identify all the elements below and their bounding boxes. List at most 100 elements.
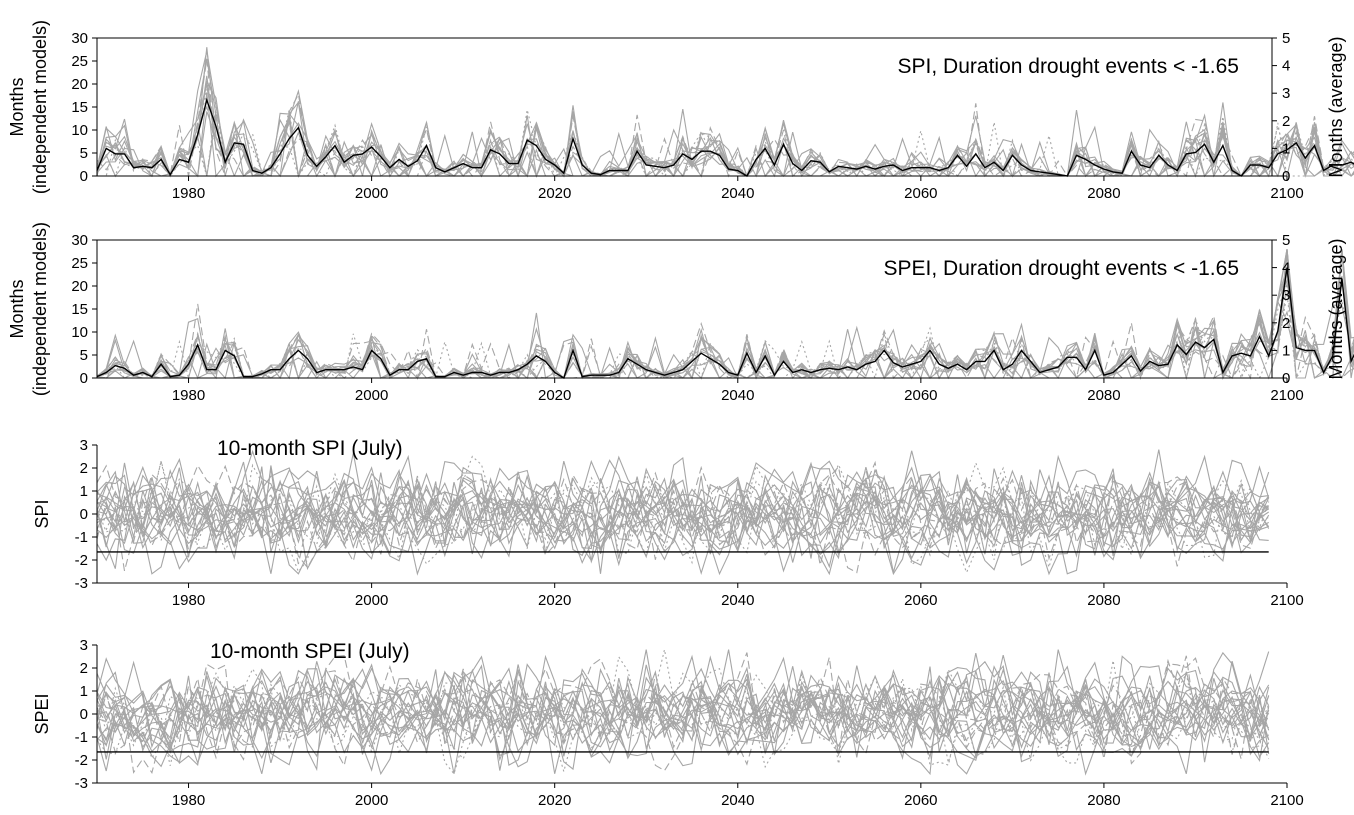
model-line bbox=[96, 469, 1270, 576]
model-line bbox=[96, 667, 1270, 762]
model-line bbox=[96, 664, 1270, 774]
y-ticks-left: 0 5 10 15 20 25 30 bbox=[71, 30, 97, 185]
y-tick-label: 3 bbox=[80, 437, 88, 454]
plot-area: 0 5 10 15 20 25 30 0 1 2 3 4 5 1980 2000 2020 2040 2060… bbox=[71, 232, 1354, 404]
x-tick-label: 1980 bbox=[172, 387, 205, 404]
y2-tick-label: 1 bbox=[1282, 342, 1290, 359]
y-tick-label: 10 bbox=[71, 122, 88, 139]
x-tick-label: 2080 bbox=[1087, 387, 1120, 404]
y2-tick-label: 0 bbox=[1282, 168, 1290, 185]
y2-tick-label: 4 bbox=[1282, 58, 1290, 75]
y-tick-label: 20 bbox=[71, 278, 88, 295]
model-line bbox=[96, 283, 1354, 380]
y2-tick-label: 5 bbox=[1282, 30, 1290, 47]
y-tick-label: 5 bbox=[80, 145, 88, 162]
y-tick-label: -2 bbox=[75, 552, 88, 569]
y-tick-label: -3 bbox=[75, 575, 88, 592]
plot-area: 0 5 10 15 20 25 30 0 1 2 3 4 5 1980 2000 2020 2040 2060… bbox=[71, 30, 1354, 202]
model-line bbox=[96, 450, 1269, 575]
y-tick-label: 2 bbox=[80, 460, 88, 477]
panel-spei-duration: 0 5 10 15 20 25 30 0 1 2 3 4 5 1980 2000 2020 2040 2060… bbox=[7, 222, 1354, 404]
y-tick-label: -1 bbox=[75, 729, 88, 746]
y-tick-label: 1 bbox=[80, 483, 88, 500]
y-tick-label: -1 bbox=[75, 529, 88, 546]
x-tick-label: 2000 bbox=[355, 387, 388, 404]
y-tick-label: 5 bbox=[80, 347, 88, 364]
model-line bbox=[96, 655, 1270, 774]
model-line bbox=[96, 457, 1270, 576]
model-line bbox=[96, 254, 1354, 380]
panel-title: SPI, Duration drought events < -1.65 bbox=[898, 55, 1239, 78]
model-line bbox=[96, 649, 1270, 775]
model-line bbox=[96, 452, 1269, 573]
model-line bbox=[96, 654, 1270, 760]
y-tick-label: 25 bbox=[71, 53, 88, 70]
model-line bbox=[96, 460, 1270, 572]
x-tick-label: 2040 bbox=[721, 592, 754, 609]
y-tick-label: 0 bbox=[80, 706, 88, 723]
x-tick-label: 2000 bbox=[355, 592, 388, 609]
model-line bbox=[96, 652, 1270, 775]
model-series-group bbox=[96, 649, 1270, 776]
model-line bbox=[96, 660, 1270, 776]
x-tick-label: 1980 bbox=[172, 185, 205, 202]
y-ticks-left: -3 -2 -1 0 1 2 3 bbox=[75, 437, 97, 592]
x-tick-label: 2080 bbox=[1087, 792, 1120, 809]
x-tick-label: 2040 bbox=[721, 185, 754, 202]
x-ticks: 1980 2000 2020 2040 2060 2080 2100 bbox=[172, 176, 1304, 202]
y-axis-title-line2: (independent models) bbox=[30, 222, 50, 396]
y-tick-label: 25 bbox=[71, 255, 88, 272]
x-tick-label: 2100 bbox=[1270, 792, 1303, 809]
average-series-group bbox=[96, 97, 1354, 177]
model-line bbox=[96, 660, 1270, 774]
model-line bbox=[96, 649, 1270, 775]
x-tick-label: 2100 bbox=[1270, 185, 1303, 202]
model-line bbox=[96, 649, 1270, 771]
y2-tick-label: 1 bbox=[1282, 140, 1290, 157]
y-tick-label: 10 bbox=[71, 324, 88, 341]
x-tick-label: 2020 bbox=[538, 387, 571, 404]
x-tick-label: 2040 bbox=[721, 792, 754, 809]
y-tick-label: 15 bbox=[71, 99, 88, 116]
y-axis-title-line1: Months bbox=[7, 279, 27, 338]
y-tick-label: 15 bbox=[71, 301, 88, 318]
y-ticks-left: 0 5 10 15 20 25 30 bbox=[71, 232, 97, 387]
model-line bbox=[96, 476, 1269, 574]
x-tick-label: 2100 bbox=[1270, 592, 1303, 609]
model-line bbox=[96, 464, 1270, 574]
y-tick-label: 30 bbox=[71, 30, 88, 47]
y-tick-label: 1 bbox=[80, 683, 88, 700]
model-line bbox=[96, 649, 1270, 771]
model-series-group bbox=[96, 449, 1270, 576]
model-line bbox=[96, 461, 1270, 573]
y-axis-title-line2: (independent models) bbox=[30, 20, 50, 194]
y-axis-title: SPEI bbox=[32, 693, 52, 734]
x-tick-label: 2020 bbox=[538, 592, 571, 609]
model-line bbox=[96, 655, 1270, 772]
model-line bbox=[96, 92, 1354, 178]
model-line bbox=[96, 469, 1270, 558]
x-tick-label: 2040 bbox=[721, 387, 754, 404]
y2-tick-label: 4 bbox=[1282, 260, 1290, 277]
y-tick-label: 2 bbox=[80, 660, 88, 677]
y-tick-label: -3 bbox=[75, 775, 88, 792]
model-line bbox=[96, 651, 1270, 776]
panel-title: SPEI, Duration drought events < -1.65 bbox=[884, 257, 1239, 280]
x-tick-label: 2000 bbox=[355, 185, 388, 202]
model-line bbox=[96, 460, 1270, 565]
y2-axis-title: Months (average) bbox=[1326, 238, 1346, 379]
y-tick-label: 20 bbox=[71, 76, 88, 93]
model-line bbox=[96, 249, 1354, 381]
x-tick-label: 2060 bbox=[904, 387, 937, 404]
y-tick-label: 30 bbox=[71, 232, 88, 249]
y-tick-label: 0 bbox=[80, 506, 88, 523]
x-ticks: 1980 2000 2020 2040 2060 2080 2100 bbox=[172, 583, 1304, 609]
model-line bbox=[96, 102, 1354, 178]
x-ticks: 1980 2000 2020 2040 2060 2080 2100 bbox=[172, 378, 1304, 404]
x-tick-label: 2080 bbox=[1087, 592, 1120, 609]
y-axis-title: SPI bbox=[32, 499, 52, 528]
